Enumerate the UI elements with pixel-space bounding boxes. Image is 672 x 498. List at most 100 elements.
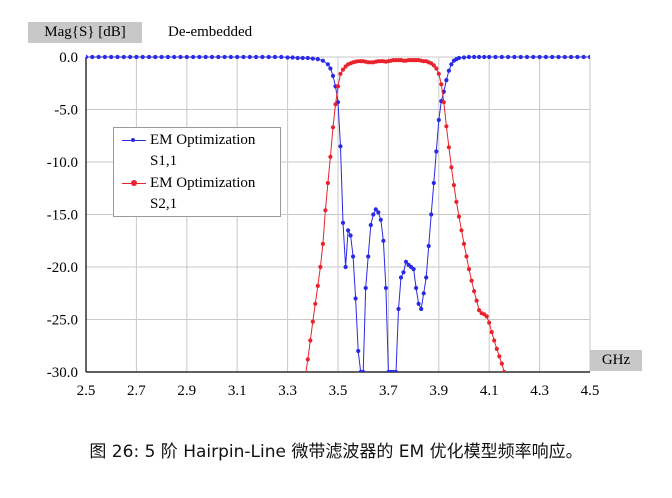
data-point <box>260 54 265 60</box>
data-point <box>381 238 386 243</box>
data-point <box>487 320 492 325</box>
data-point <box>121 54 126 60</box>
data-point <box>266 54 271 60</box>
data-point <box>398 275 404 280</box>
data-point <box>436 117 441 123</box>
data-point <box>449 62 454 67</box>
data-point <box>524 54 530 60</box>
x-tick-label: 2.9 <box>177 383 196 399</box>
data-point <box>109 54 114 60</box>
data-point <box>254 54 259 60</box>
data-point <box>403 259 409 264</box>
data-point <box>328 66 333 71</box>
data-point <box>441 100 446 105</box>
data-point <box>472 289 477 294</box>
y-tick-label: -15.0 <box>47 208 78 224</box>
data-point <box>414 285 419 291</box>
data-point <box>562 54 567 60</box>
data-point <box>340 220 346 225</box>
data-point <box>290 55 295 60</box>
data-point <box>378 217 383 222</box>
data-point <box>330 125 336 130</box>
data-point <box>247 54 252 60</box>
y-tick-label: -5.0 <box>54 103 78 119</box>
y-tick-label: -10.0 <box>47 155 78 171</box>
data-point <box>159 54 164 60</box>
data-point <box>459 228 464 233</box>
y-tick-label: -30.0 <box>47 365 78 381</box>
data-point <box>411 267 416 272</box>
data-point <box>373 207 378 212</box>
data-point <box>426 243 431 249</box>
data-point <box>449 165 454 170</box>
data-point <box>203 54 208 60</box>
y-tick-label: -20.0 <box>47 260 78 276</box>
data-point <box>512 54 517 60</box>
legend-label-line2: S2,1 <box>150 196 178 212</box>
data-point <box>446 68 451 73</box>
legend-label-line2: S1,1 <box>150 153 178 169</box>
data-point <box>421 291 426 296</box>
data-point <box>493 54 498 60</box>
x-tick-label: 3.3 <box>278 383 297 399</box>
data-point <box>569 54 574 60</box>
data-point <box>279 54 284 60</box>
data-point <box>172 54 177 60</box>
data-point <box>416 301 421 306</box>
data-point <box>429 212 434 217</box>
data-point <box>466 54 472 60</box>
data-point <box>146 54 152 60</box>
data-point <box>456 214 462 219</box>
data-point <box>482 54 487 60</box>
legend: EM Optimization S1,1 EM Optimization S2,… <box>113 127 281 217</box>
data-point <box>305 357 310 362</box>
data-point <box>474 298 479 303</box>
data-point <box>140 54 145 60</box>
data-point <box>506 54 511 60</box>
data-point <box>228 54 233 60</box>
series-line <box>305 59 505 372</box>
data-point <box>153 54 158 60</box>
data-point <box>393 369 399 372</box>
data-point <box>222 54 227 60</box>
data-point <box>401 270 406 275</box>
x-tick-label: 3.9 <box>429 383 448 399</box>
data-point <box>338 71 343 76</box>
data-point <box>315 283 320 288</box>
data-point <box>303 375 307 379</box>
data-point <box>484 314 489 319</box>
data-point <box>434 149 439 154</box>
data-point <box>444 78 449 83</box>
data-point <box>340 67 346 72</box>
data-point <box>531 54 536 60</box>
data-point <box>102 54 107 60</box>
data-point <box>318 264 323 270</box>
data-point <box>134 54 139 60</box>
data-point <box>216 54 221 60</box>
x-tick-label: 3.7 <box>379 383 398 399</box>
data-point <box>313 301 318 306</box>
legend-label-line1: EM Optimization <box>150 175 256 191</box>
data-point <box>466 267 472 272</box>
data-point <box>308 338 313 343</box>
data-point <box>335 84 341 89</box>
data-point <box>431 63 436 68</box>
figure-caption: 图 26: 5 阶 Hairpin-Line 微带滤波器的 EM 优化模型频率响… <box>89 442 583 462</box>
x-axis-label: GHz <box>590 350 642 371</box>
data-point <box>376 210 381 215</box>
data-point <box>368 222 373 228</box>
chart-subtitle: De-embedded <box>168 24 253 40</box>
x-tick-label: 4.3 <box>530 383 549 399</box>
data-point <box>456 55 462 61</box>
data-point <box>383 285 388 291</box>
data-point <box>472 54 477 60</box>
data-point <box>446 145 451 150</box>
data-point <box>477 308 482 313</box>
data-point <box>323 208 328 213</box>
x-tick-label: 4.5 <box>581 383 600 399</box>
data-point <box>581 54 586 60</box>
data-point <box>310 319 315 324</box>
data-point <box>343 264 348 270</box>
data-point <box>128 54 133 60</box>
data-point <box>320 58 325 63</box>
